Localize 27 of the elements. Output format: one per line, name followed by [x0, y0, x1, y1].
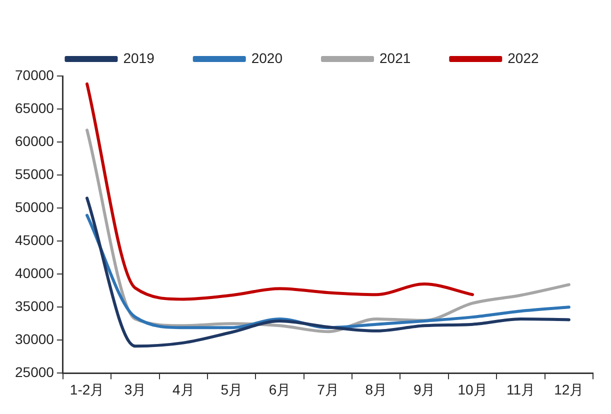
x-tick-label: 11月 [506, 381, 535, 398]
y-tick-label: 30000 [14, 331, 54, 348]
x-tick-label: 6月 [268, 381, 291, 398]
x-tick-label: 10月 [458, 381, 488, 398]
x-tick-label: 1-2月 [70, 381, 104, 398]
legend-label: 2022 [508, 50, 540, 66]
x-tick-label: 8月 [365, 381, 388, 398]
legend-label: 2021 [380, 50, 411, 66]
y-tick-label: 55000 [14, 166, 54, 182]
x-tick-label: 4月 [172, 381, 194, 398]
x-tick-label: 7月 [317, 381, 339, 398]
x-tick-label: 12月 [554, 381, 584, 398]
legend-label: 2020 [251, 50, 283, 66]
y-tick-label: 40000 [14, 264, 54, 281]
line-series [86, 82, 474, 301]
x-tick-label: 5月 [220, 381, 242, 398]
y-tick-label: 70000 [14, 66, 54, 83]
y-tick-label: 25000 [14, 364, 54, 380]
x-tick-label: 9月 [413, 381, 436, 398]
line-series [86, 196, 570, 348]
y-tick-label: 45000 [14, 232, 54, 248]
x-tick-label: 3月 [124, 381, 146, 398]
y-tick-label: 50000 [14, 198, 54, 215]
y-tick-label: 60000 [14, 132, 54, 149]
legend-label: 2019 [123, 50, 155, 66]
y-tick-label: 65000 [14, 100, 54, 116]
y-tick-label: 35000 [14, 298, 54, 314]
